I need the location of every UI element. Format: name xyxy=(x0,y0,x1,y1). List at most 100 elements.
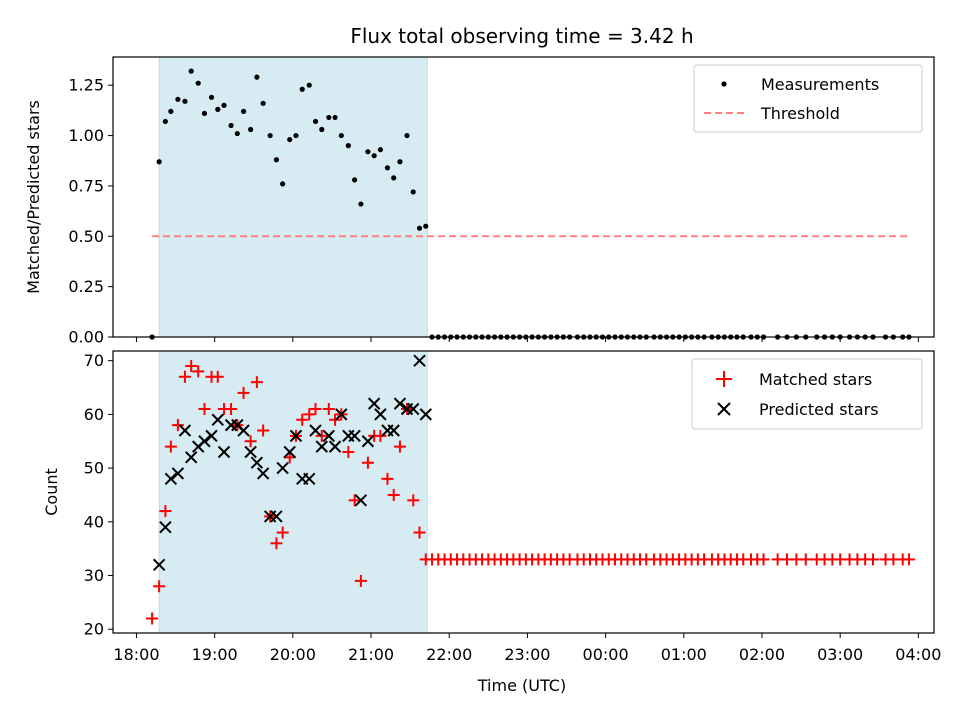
matched-stars-point xyxy=(237,386,250,399)
measurements-point xyxy=(162,118,168,125)
predicted-stars-point-b xyxy=(335,408,348,421)
top-panel-legend: Measurements Threshold xyxy=(693,64,923,133)
predicted-stars-point-b xyxy=(171,467,185,480)
measurements-point xyxy=(410,189,416,195)
bottom-panel-axes: 20 30 40 50 60 70 18:00 19:00 20:00 21:00 22:00 23:… xyxy=(84,351,942,664)
matched-stars-point xyxy=(374,429,387,442)
matched-stars-point xyxy=(198,403,211,416)
bottom-panel-x-axis-label: Time (UTC) xyxy=(477,676,566,695)
matched-stars-point xyxy=(315,429,328,442)
predicted-stars-point-b xyxy=(244,445,257,459)
predicted-stars-point-b xyxy=(328,440,342,453)
predicted-stars-point xyxy=(374,408,387,421)
bottom-y-tick-label: 30 xyxy=(84,566,104,585)
measurements-point xyxy=(299,86,305,92)
measurements-point xyxy=(215,106,221,112)
legend-measurements-label: Measurements xyxy=(761,75,879,94)
predicted-stars-point-b xyxy=(256,467,270,480)
predicted-stars-point-b xyxy=(387,424,400,437)
predicted-stars-point-b xyxy=(217,445,231,459)
matched-stars-point xyxy=(146,612,159,625)
measurements-point xyxy=(273,157,280,163)
predicted-stars-point xyxy=(159,520,172,534)
x-tick-label: 23:00 xyxy=(504,645,550,664)
matched-stars-point xyxy=(867,553,880,566)
matched-stars-point xyxy=(296,413,309,426)
measurements-point xyxy=(312,118,319,125)
measurements-point xyxy=(371,153,377,159)
measurements-point xyxy=(391,175,397,181)
x-tick-label: 21:00 xyxy=(348,645,394,664)
measurements-point xyxy=(208,94,215,100)
matched-stars-point xyxy=(178,370,191,383)
predicted-stars-point xyxy=(419,408,432,421)
measurements-point xyxy=(404,132,410,139)
top-y-tick-label: 0.50 xyxy=(68,227,104,246)
legend-measurements-marker xyxy=(721,81,727,87)
predicted-stars-point xyxy=(407,402,420,416)
measurements-point xyxy=(358,201,364,207)
predicted-stars-point xyxy=(315,440,328,453)
predicted-stars-point-b xyxy=(198,435,211,448)
predicted-stars-point-b xyxy=(231,418,244,432)
predicted-stars-point-b xyxy=(354,494,368,507)
matched-stars-point xyxy=(309,403,322,416)
predicted-stars-point xyxy=(276,461,289,475)
predicted-stars-point-b xyxy=(309,424,322,437)
measurements-point xyxy=(168,108,174,114)
matched-stars-point xyxy=(757,553,770,566)
top-panel-y-axis-label: Matched/Predicted stars xyxy=(24,100,43,294)
predicted-stars-point xyxy=(198,435,211,448)
measurements-point xyxy=(326,114,332,121)
predicted-stars-point-b xyxy=(211,413,224,426)
predicted-stars-point xyxy=(283,445,296,459)
predicted-stars-point xyxy=(335,408,348,421)
predicted-stars-point xyxy=(205,429,218,443)
measurements-point xyxy=(280,181,286,187)
matched-stars-point xyxy=(387,488,400,501)
matched-stars-point xyxy=(270,537,283,550)
predicted-stars-point-b xyxy=(178,424,192,437)
predicted-stars-point xyxy=(152,558,166,571)
bottom-y-tick-label: 50 xyxy=(84,459,104,478)
measurements-point xyxy=(423,223,429,229)
bottom-y-tick-label: 70 xyxy=(84,351,104,370)
predicted-stars-point xyxy=(348,429,361,443)
predicted-stars-point xyxy=(354,494,368,507)
predicted-stars-point xyxy=(289,429,303,443)
predicted-stars-point xyxy=(171,467,185,480)
matched-stars-point xyxy=(407,494,420,507)
matched-stars-point xyxy=(276,526,289,539)
x-tick-label: 18:00 xyxy=(113,645,159,664)
bottom-legend-box xyxy=(691,358,923,430)
measurements-point xyxy=(234,130,240,137)
predicted-stars-point-b xyxy=(348,429,361,443)
x-tick-label: 20:00 xyxy=(270,645,316,664)
matched-stars-point xyxy=(393,440,406,453)
predicted-stars-point xyxy=(164,472,178,486)
measurements-point xyxy=(254,74,260,80)
matched-stars-point xyxy=(413,526,426,539)
measurements-point xyxy=(397,159,403,165)
predicted-stars-point xyxy=(178,424,192,437)
bottom-panel-shade-layer xyxy=(158,350,428,634)
measurements-point xyxy=(365,149,371,155)
matched-stars-point xyxy=(257,424,270,437)
bottom-panel-legend: Matched stars Predicted stars xyxy=(691,358,923,430)
matched-stars-point xyxy=(153,580,166,593)
measurements-point xyxy=(293,132,299,139)
predicted-stars-point xyxy=(270,510,283,523)
predicted-stars-point xyxy=(217,445,231,459)
legend-predicted-label: Predicted stars xyxy=(759,400,879,419)
top-panel-frame xyxy=(112,56,935,338)
predicted-stars-point-b xyxy=(164,472,178,486)
predicted-stars-point-b xyxy=(322,429,336,443)
predicted-stars-point xyxy=(328,440,342,453)
x-tick-label: 00:00 xyxy=(583,645,629,664)
measurements-point xyxy=(319,126,325,133)
predicted-stars-point-b xyxy=(152,558,166,571)
predicted-stars-point-b xyxy=(419,408,432,421)
top-y-tick-label: 0.25 xyxy=(68,277,104,296)
matched-stars-point xyxy=(342,445,355,458)
predicted-stars-point-b xyxy=(250,456,264,469)
